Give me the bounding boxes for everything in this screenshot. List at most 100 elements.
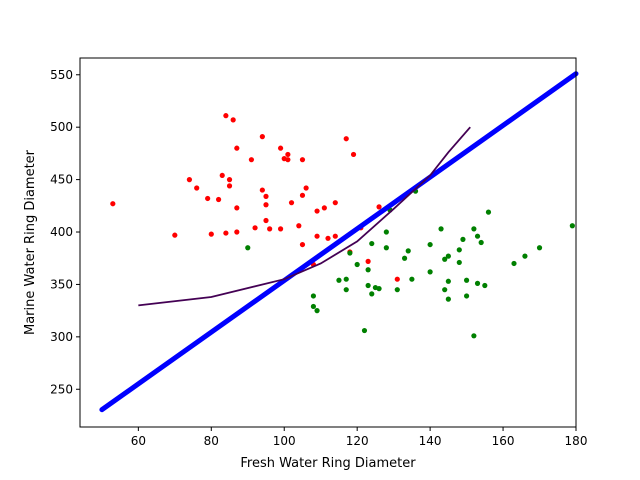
green-data-point xyxy=(456,259,462,266)
red-data-point xyxy=(277,226,284,232)
y-tick-label: 500 xyxy=(50,120,73,134)
red-data-point xyxy=(172,232,178,238)
green-data-point xyxy=(482,282,488,289)
green-data-point xyxy=(463,277,470,283)
red-data-point xyxy=(248,157,255,163)
red-data-point xyxy=(226,177,233,183)
y-axis: 250 300 350 400 450 500 550 xyxy=(50,68,80,396)
y-tick-label: 550 xyxy=(50,68,73,82)
x-axis: 60 80 100 120 140 160 180 xyxy=(131,427,588,448)
red-data-point xyxy=(314,233,320,239)
green-data-point xyxy=(245,245,251,251)
green-data-point xyxy=(336,277,342,283)
red-data-point xyxy=(215,196,222,203)
green-data-point xyxy=(427,241,433,248)
green-data-point xyxy=(445,253,451,259)
red-data-point xyxy=(223,113,229,119)
red-data-point xyxy=(350,151,357,158)
red-data-point xyxy=(365,258,371,264)
green-data-point xyxy=(310,303,317,310)
red-data-point xyxy=(267,226,273,232)
green-data-point xyxy=(460,236,466,242)
red-data-point xyxy=(259,187,265,193)
axes-frame xyxy=(79,57,577,428)
green-data-point xyxy=(445,278,451,284)
red-data-point xyxy=(296,223,302,229)
green-data-point xyxy=(314,308,320,314)
green-data-point xyxy=(511,260,517,267)
green-data-point xyxy=(536,245,543,251)
red-data-point xyxy=(252,225,258,231)
green-data-point xyxy=(445,296,451,302)
green-data-point xyxy=(522,253,528,259)
green-data-point xyxy=(463,293,470,299)
red-data-point xyxy=(285,151,291,158)
green-data-point xyxy=(471,226,477,232)
green-data-point xyxy=(474,233,481,239)
y-tick-label: 450 xyxy=(50,173,73,187)
green-data-point xyxy=(485,209,492,215)
y-tick-label: 400 xyxy=(50,225,73,239)
red-data-point xyxy=(332,200,338,206)
green-data-point xyxy=(343,276,349,282)
green-data-point xyxy=(365,282,371,289)
red-data-point xyxy=(299,192,306,198)
red-data-point xyxy=(299,157,306,163)
green-data-point xyxy=(427,269,433,275)
decision-boundary-curve xyxy=(138,126,471,307)
red-data-point xyxy=(110,201,116,207)
green-data-point xyxy=(456,247,462,253)
red-data-point xyxy=(343,136,349,142)
y-axis-label: Marine Water Ring Diameter xyxy=(23,149,38,335)
green-data-point xyxy=(569,223,575,229)
green-data-point xyxy=(471,333,477,339)
fit-line xyxy=(99,71,579,413)
green-data-point xyxy=(369,291,375,297)
red-data-point xyxy=(303,185,309,191)
y-tick-label: 300 xyxy=(50,330,73,344)
x-axis-label: Fresh Water Ring Diameter xyxy=(240,456,416,471)
green-data-point xyxy=(347,250,353,256)
green-data-point xyxy=(401,255,408,261)
red-data-point xyxy=(277,145,284,151)
green-data-point xyxy=(438,226,444,232)
red-data-point xyxy=(234,229,240,235)
x-tick-label: 180 xyxy=(565,434,588,448)
red-data-point xyxy=(376,204,382,210)
green-data-point xyxy=(405,248,411,254)
green-data-point xyxy=(383,229,389,235)
green-data-point xyxy=(376,286,382,292)
green-data-point xyxy=(394,287,400,293)
green-data-point xyxy=(478,239,484,246)
y-tick-label: 350 xyxy=(50,277,73,291)
red-data-point xyxy=(234,145,240,151)
red-data-point xyxy=(208,231,214,237)
red-data-point xyxy=(332,233,338,239)
green-data-point xyxy=(474,280,481,286)
green-data-point xyxy=(409,276,415,282)
plot-area xyxy=(99,71,579,413)
green-data-point xyxy=(361,327,368,334)
x-tick-label: 160 xyxy=(492,434,515,448)
red-data-point xyxy=(263,217,269,224)
red-data-point xyxy=(321,205,327,211)
red-data-point xyxy=(223,230,229,236)
red-data-point xyxy=(263,202,269,208)
red-data-point xyxy=(299,241,306,248)
green-data-point xyxy=(383,245,389,251)
green-data-point xyxy=(354,261,360,268)
red-data-point xyxy=(288,200,295,206)
red-data-point xyxy=(230,117,236,123)
green-data-point xyxy=(310,293,317,299)
green-data-point xyxy=(343,287,349,293)
red-data-point xyxy=(234,205,240,211)
red-data-point xyxy=(194,185,200,191)
red-data-point xyxy=(314,208,320,214)
red-data-point xyxy=(226,183,233,189)
x-tick-label: 60 xyxy=(131,434,146,448)
x-tick-label: 100 xyxy=(273,434,296,448)
green-data-point xyxy=(442,256,448,262)
green-data-point xyxy=(442,287,448,293)
x-tick-label: 140 xyxy=(419,434,442,448)
